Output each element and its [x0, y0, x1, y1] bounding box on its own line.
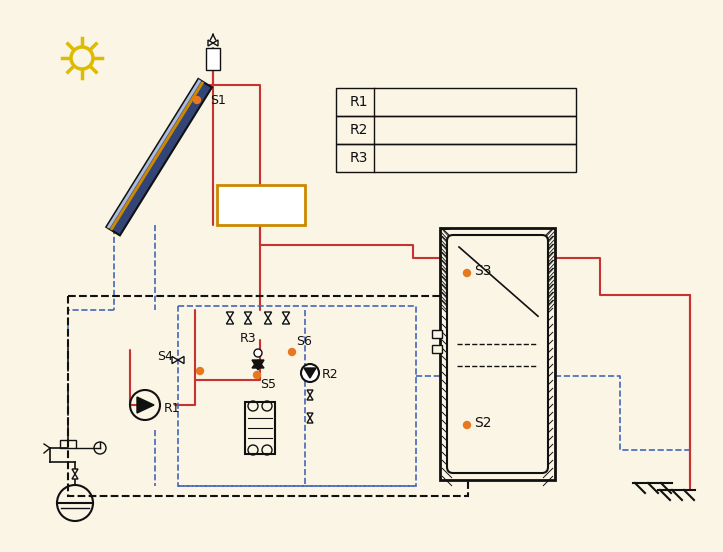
Polygon shape — [226, 318, 234, 324]
Polygon shape — [110, 81, 204, 231]
Bar — [336, 116, 576, 144]
Bar — [178, 306, 416, 486]
Polygon shape — [304, 368, 316, 378]
Polygon shape — [283, 318, 290, 324]
Circle shape — [288, 348, 296, 355]
Text: R1: R1 — [164, 401, 181, 415]
Polygon shape — [208, 40, 213, 46]
Text: R3: R3 — [240, 332, 257, 345]
Circle shape — [254, 371, 260, 379]
Polygon shape — [307, 395, 313, 400]
Polygon shape — [252, 360, 264, 370]
Polygon shape — [72, 469, 78, 474]
Polygon shape — [107, 79, 201, 229]
Circle shape — [301, 364, 319, 382]
Text: S3: S3 — [474, 264, 492, 278]
Text: R2: R2 — [322, 369, 338, 381]
Polygon shape — [307, 413, 313, 418]
Circle shape — [197, 368, 203, 374]
Text: R3: R3 — [350, 151, 369, 165]
Polygon shape — [265, 318, 272, 324]
Bar — [336, 144, 576, 172]
Bar — [217, 185, 305, 225]
Polygon shape — [106, 79, 212, 235]
Bar — [68, 296, 468, 496]
Polygon shape — [307, 390, 313, 395]
Text: S6: S6 — [296, 335, 312, 348]
Polygon shape — [244, 318, 252, 324]
Polygon shape — [178, 357, 184, 364]
Polygon shape — [172, 357, 178, 364]
Circle shape — [463, 422, 471, 428]
Bar — [60, 440, 76, 448]
Bar — [440, 228, 555, 480]
Polygon shape — [252, 360, 264, 368]
Bar — [245, 402, 275, 454]
Circle shape — [254, 349, 262, 357]
Bar — [336, 88, 576, 116]
Polygon shape — [72, 474, 78, 479]
Text: S1: S1 — [210, 93, 226, 107]
Polygon shape — [137, 397, 154, 413]
Polygon shape — [213, 40, 218, 46]
FancyBboxPatch shape — [447, 235, 548, 473]
Text: S5: S5 — [260, 378, 276, 391]
Text: R2: R2 — [350, 123, 369, 137]
Text: S2: S2 — [474, 416, 492, 430]
Polygon shape — [244, 312, 252, 318]
Bar — [206, 48, 220, 70]
Polygon shape — [283, 312, 290, 318]
Text: R1: R1 — [350, 95, 369, 109]
Bar — [432, 330, 442, 338]
Bar — [432, 345, 442, 353]
Text: S4: S4 — [157, 349, 173, 363]
Circle shape — [463, 269, 471, 277]
Polygon shape — [265, 312, 272, 318]
Polygon shape — [307, 418, 313, 423]
Polygon shape — [226, 312, 234, 318]
Circle shape — [194, 97, 200, 104]
